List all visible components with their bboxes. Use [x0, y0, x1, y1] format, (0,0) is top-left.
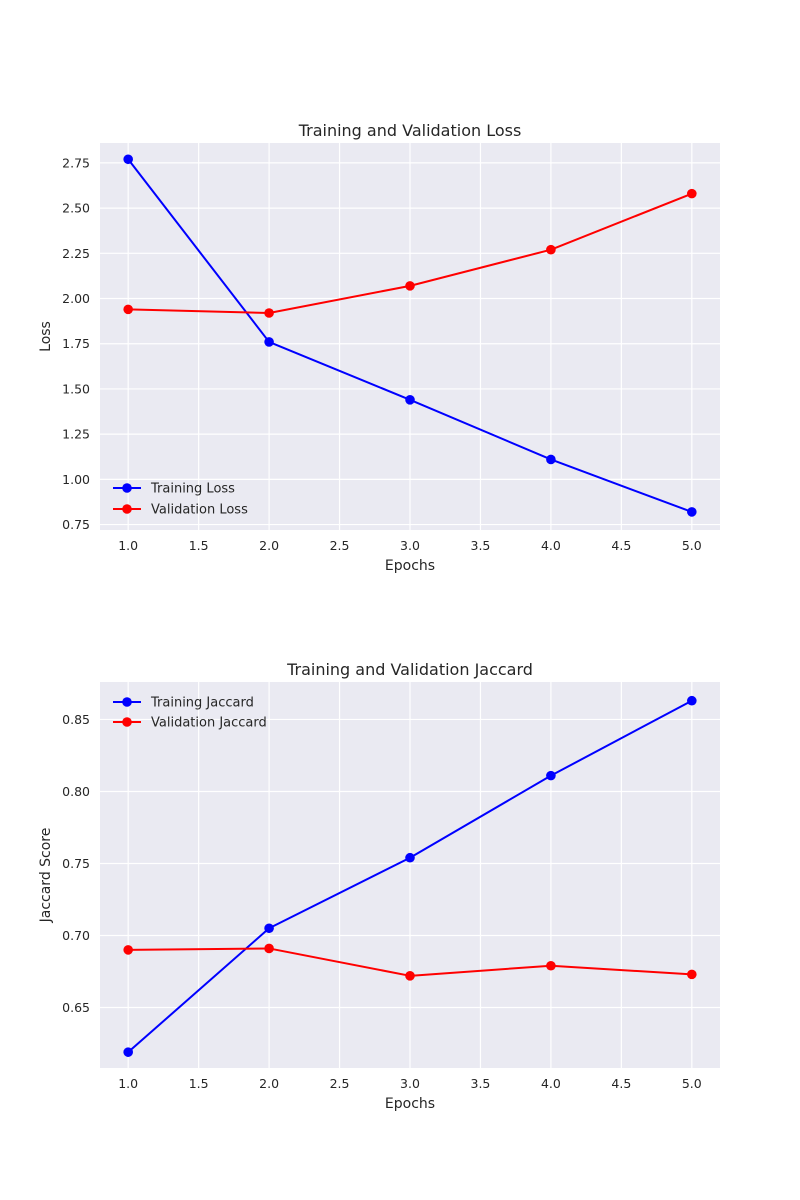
x-tick-label: 4.0: [541, 538, 561, 553]
data-point-training-loss: [405, 394, 415, 405]
y-tick-label: 2.00: [62, 291, 90, 306]
data-point-validation-loss: [687, 188, 697, 199]
x-tick-label: 1.0: [118, 538, 138, 553]
x-tick-label: 1.0: [118, 1076, 138, 1091]
data-point-training-loss: [264, 337, 274, 347]
legend: Training Jaccard Validation Jaccard: [113, 696, 267, 731]
data-point-training-jaccard: [546, 770, 556, 781]
y-tick-label: 1.50: [62, 381, 90, 396]
y-tick-label: 2.75: [62, 155, 90, 170]
chart-title: Training and Validation Jaccard: [286, 660, 533, 679]
y-tick-label: 0.80: [62, 784, 90, 799]
x-tick-label: 1.5: [189, 1076, 209, 1091]
data-point-training-loss: [687, 507, 697, 517]
y-tick-label: 1.00: [62, 472, 90, 487]
data-point-validation-jaccard: [405, 971, 415, 981]
y-tick-label: 0.65: [62, 1000, 90, 1015]
data-point-validation-jaccard: [264, 943, 274, 954]
legend-marker: [122, 504, 132, 514]
x-tick-label: 3.0: [400, 1076, 420, 1091]
legend-label: Validation Loss: [151, 503, 248, 518]
legend-marker: [122, 717, 132, 727]
y-axis-label: Loss: [38, 321, 54, 352]
x-tick-label: 1.5: [189, 538, 209, 553]
data-point-training-loss: [123, 154, 133, 165]
x-tick-label: 3.5: [471, 538, 491, 553]
x-tick-label: 5.0: [682, 1076, 702, 1091]
legend-marker: [122, 697, 132, 707]
legend-label: Training Jaccard: [150, 696, 254, 711]
data-point-training-jaccard: [687, 695, 697, 706]
y-tick-label: 1.75: [62, 336, 90, 351]
x-tick-label: 2.0: [259, 538, 279, 553]
legend-label: Validation Jaccard: [151, 716, 267, 731]
legend: Training Loss Validation Loss: [113, 482, 248, 518]
x-tick-label: 2.5: [330, 1076, 350, 1091]
y-tick-label: 2.25: [62, 246, 90, 261]
data-point-training-jaccard: [264, 923, 274, 934]
legend-marker: [122, 483, 132, 493]
y-tick-label: 0.70: [62, 928, 90, 943]
jaccard-chart: 1.0 1.5 2.0 2.5 3.0 3.5 4.0 4.5 5.0 0.65 0.70 0.75 0…: [38, 660, 720, 1112]
y-axis-label: Jaccard Score: [38, 828, 54, 924]
x-tick-label: 5.0: [682, 538, 702, 553]
data-point-validation-loss: [405, 281, 415, 291]
data-point-training-loss: [546, 454, 556, 465]
data-point-validation-jaccard: [687, 969, 697, 980]
data-point-validation-loss: [123, 304, 133, 315]
data-point-training-jaccard: [405, 852, 415, 863]
legend-label: Training Loss: [150, 482, 235, 497]
x-tick-label: 2.5: [330, 538, 350, 553]
y-tick-label: 2.50: [62, 201, 90, 216]
chart-title: Training and Validation Loss: [298, 121, 522, 140]
data-point-validation-jaccard: [123, 945, 133, 955]
y-tick-label: 1.25: [62, 427, 90, 442]
y-tick-label: 0.75: [62, 517, 90, 532]
data-point-validation-loss: [546, 244, 556, 255]
y-tick-label: 0.85: [62, 712, 90, 727]
x-tick-label: 2.0: [259, 1076, 279, 1091]
x-tick-label: 4.0: [541, 1076, 561, 1091]
x-axis-label: Epochs: [385, 1096, 435, 1112]
data-point-validation-loss: [264, 308, 274, 318]
x-tick-label: 3.0: [400, 538, 420, 553]
data-point-training-jaccard: [123, 1047, 133, 1057]
x-tick-label: 4.5: [611, 538, 631, 553]
loss-chart: 1.0 1.5 2.0 2.5 3.0 3.5 4.0 4.5 5.0 0.75 1.00 1.25 1…: [38, 121, 720, 574]
x-axis-label: Epochs: [385, 558, 435, 574]
x-tick-label: 3.5: [471, 1076, 491, 1091]
data-point-validation-jaccard: [546, 960, 556, 971]
y-tick-label: 0.75: [62, 856, 90, 871]
x-tick-label: 4.5: [611, 1076, 631, 1091]
